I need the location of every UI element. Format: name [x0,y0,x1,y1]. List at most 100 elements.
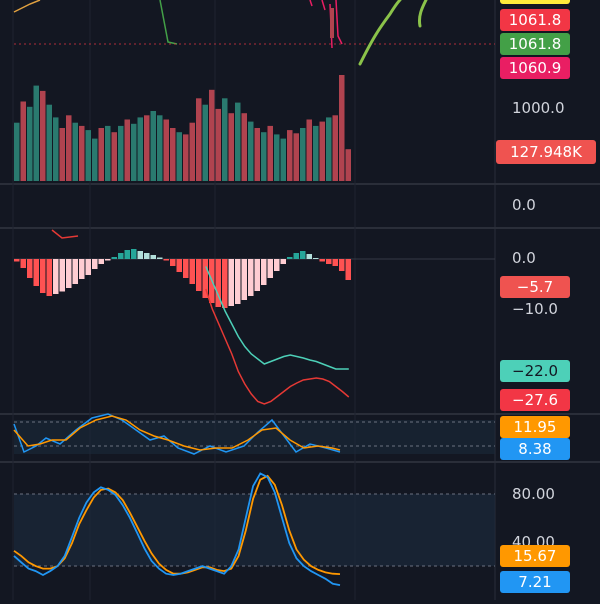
macd-histogram-bar [183,259,189,278]
volume-bar [248,121,254,181]
volume-bar [254,128,260,181]
macd-histogram-bar [137,251,143,259]
stochastic-d-badge: 15.67 [500,545,570,567]
volume-bar [267,125,273,181]
macd-histogram-bar [27,259,33,278]
volume-bar [20,101,26,181]
volume-bar [215,108,221,181]
macd-histogram-bar [53,259,59,294]
volume-bar [40,90,46,181]
macd-histogram-bar [326,259,332,264]
stoch-rsi-small-pane [13,413,495,455]
macd-histogram-bar [111,257,117,259]
candle-body [330,8,334,38]
macd-histogram-bar [215,259,221,307]
volume-bar [170,128,176,181]
macd-histogram-bar [72,259,78,284]
macd-histogram-bar [248,259,254,296]
volume-bar [33,85,39,181]
price-badge-1: 1061.8 [500,9,570,31]
macd-histogram-bar [228,259,234,306]
volume-bar [189,122,195,181]
volume-bar [72,122,78,181]
volume-bar [306,119,312,181]
stoch-rsi-k-line [13,413,341,455]
macd-axis-zero: 0.0 [512,249,536,267]
macd-axis-minus10: −10.0 [512,300,558,318]
price-green-segment [159,0,178,45]
volume-bar [144,115,150,181]
macd-histogram-bar [118,253,124,259]
macd-histogram-bar [92,259,98,269]
price-badge-2: 1061.8 [500,33,570,55]
stoch-rsi-d-badge: 11.95 [500,416,570,438]
macd-histogram-bar [222,259,228,308]
volume-bar [274,134,280,181]
volume-bar [79,125,85,181]
volume-bar [280,138,286,181]
stochastic-axis-80: 80.00 [512,485,555,503]
volume-bar [228,113,234,181]
macd-histogram-bar [332,259,338,266]
macd-histogram-bar [150,255,156,259]
macd-histogram-bar [196,259,202,291]
volume-bar [124,119,130,181]
macd-histogram-badge: −5.7 [500,276,570,298]
macd-histogram-bar [124,250,130,259]
macd-histogram-bar [105,259,111,261]
stochastic-pane [13,472,495,586]
volume-bar [332,115,338,181]
stochastic-band [14,494,495,566]
macd-histogram-bar [235,259,241,304]
macd-histogram-bar [202,259,208,298]
macd-histogram-bar [274,259,280,271]
macd-histogram-bar [40,259,46,293]
volume-bar [105,125,111,181]
volume-bar [222,98,228,181]
macd-histogram-bar [345,259,351,280]
volume-bar [326,117,332,181]
volume-bar [196,98,202,181]
empty-pane-axis-label: 0.0 [512,196,536,214]
candle-wicks [309,0,343,49]
macd-histogram-bar [98,259,104,264]
price-badge-top-partial [500,0,570,4]
signal-line-early [51,229,79,239]
volume-bar [59,128,65,181]
volume-bar [202,104,208,181]
volume-bar [287,130,293,181]
volume-bars [14,75,351,181]
volume-bar [98,128,104,181]
macd-histogram-bar [20,259,26,268]
macd-histogram-bar [79,259,85,279]
volume-bar [157,115,163,181]
signal-line [205,288,350,405]
macd-histogram-bar [157,257,163,259]
volume-bar [319,121,325,181]
macd-histogram-bar [176,259,182,272]
macd-histogram-bar [287,257,293,259]
volume-bar [163,119,169,181]
macd-histogram-bar [267,259,273,278]
macd-histogram-bar [261,259,267,285]
price-pane [13,0,495,66]
volume-bar [27,106,33,181]
stochastic-k-badge: 7.21 [500,571,570,593]
macd-histogram-bar [85,259,91,275]
macd-histogram-bar [144,253,150,259]
macd-histogram-bar [59,259,65,292]
stochastic-k-line [13,472,341,586]
price-line-segment [13,0,41,13]
volume-bar [241,113,247,181]
macd-histogram-bar [313,258,319,259]
volume-bar [131,123,137,181]
macd-line [205,266,349,370]
signal-line-badge: −27.6 [500,389,570,411]
volume-bar [66,115,72,181]
macd-histogram-bar [189,259,195,284]
volume-bar [176,132,182,181]
volume-bar [209,89,215,181]
macd-histogram-bar [280,259,286,264]
